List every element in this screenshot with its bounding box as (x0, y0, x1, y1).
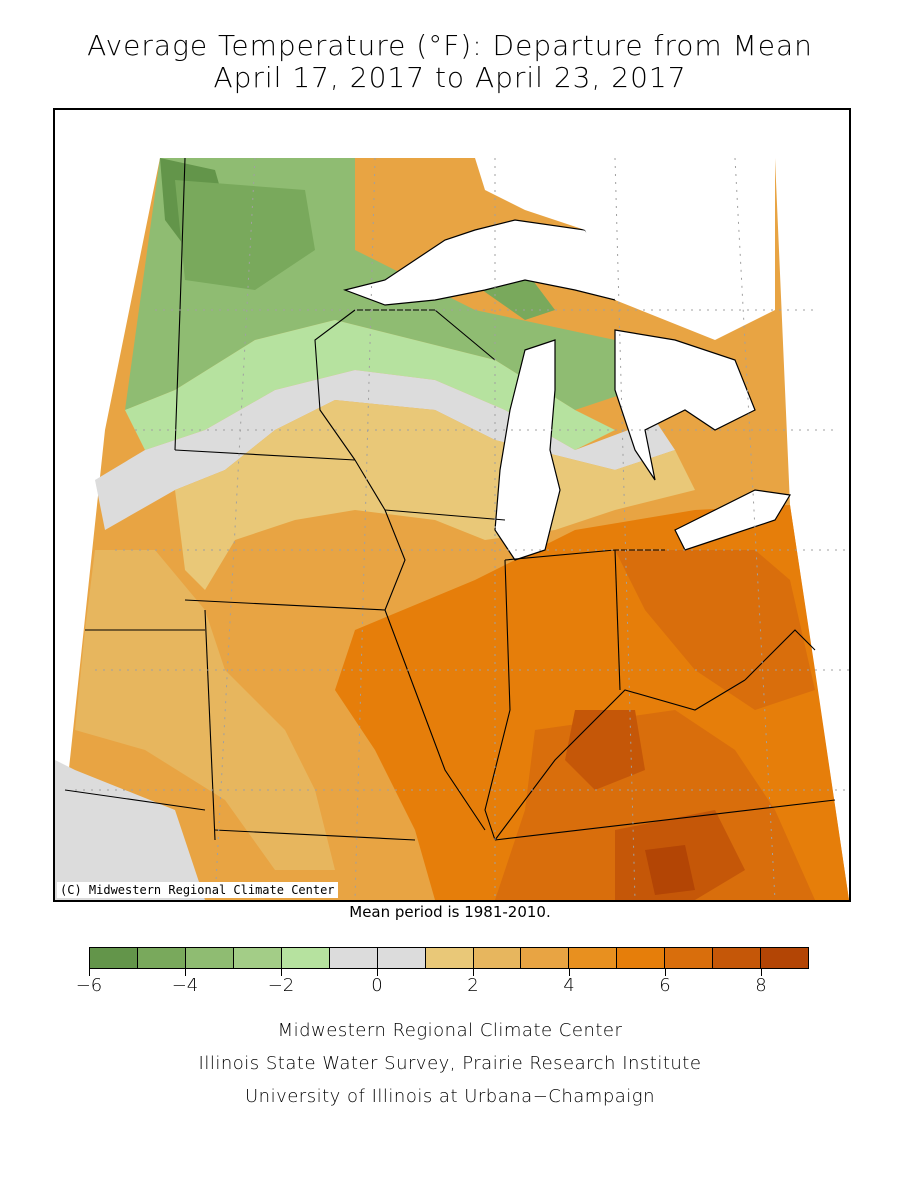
boundary-il-in (484, 559, 511, 841)
near-normal-area-south (55, 760, 205, 900)
boundary-wv (744, 629, 816, 681)
boundary-ks-ok (64, 789, 206, 811)
legend-swatch (329, 948, 378, 968)
cool-anomaly-area-mid (175, 180, 315, 290)
boundary-oh-ky (494, 679, 746, 841)
legend-tick (569, 969, 570, 976)
legend-swatch (665, 948, 714, 968)
boundary-ia-mo (184, 599, 386, 611)
northern-land-area (475, 158, 775, 340)
map-title: Average Temperature (°F): Departure from… (87, 29, 813, 62)
legend-swatch (137, 948, 186, 968)
graticule (75, 157, 849, 900)
near-normal-area (95, 370, 675, 530)
lake-michigan (494, 339, 561, 561)
credit-survey: Illinois State Water Survey, Prairie Res… (198, 1053, 702, 1074)
legend-tick-label: −4 (171, 975, 199, 996)
boundary-in-oh (614, 549, 621, 691)
legend-swatch (761, 948, 809, 968)
credit-university: University of Illinois at Urbana−Champai… (245, 1086, 655, 1107)
map-copyright: (C) Midwestern Regional Climate Center (57, 882, 338, 898)
state-boundaries (64, 157, 836, 841)
boundary-mi-in-oh (504, 549, 665, 561)
legend-swatch (90, 948, 138, 968)
weak-cool-band (125, 320, 615, 450)
legend-tick (761, 969, 762, 976)
legend-tick-label: 4 (563, 975, 575, 996)
legend-tick (89, 969, 90, 976)
legend-tick (473, 969, 474, 976)
legend-swatch (425, 948, 474, 968)
legend-tick (281, 969, 282, 976)
boundary-mn-wi (314, 309, 356, 461)
boundary-mo-ar (214, 829, 416, 841)
legend-swatch (521, 948, 570, 968)
lake-huron (614, 329, 756, 481)
legend-tick-label: 2 (467, 975, 479, 996)
boundary-ia-il (354, 459, 406, 611)
credit-organization: Midwestern Regional Climate Center (277, 1020, 623, 1041)
legend-tick-label: 6 (659, 975, 671, 996)
legend-swatch (281, 948, 330, 968)
boundary-mo-il (384, 609, 486, 831)
legend-tick-label: 8 (755, 975, 767, 996)
legend-swatch (377, 948, 426, 968)
map-panel: (C) Midwestern Regional Climate Center (53, 108, 851, 902)
legend-tick (377, 969, 378, 976)
color-legend (89, 947, 809, 969)
legend-swatch (473, 948, 522, 968)
legend-tick (185, 969, 186, 976)
boundary-mo-ks (204, 609, 216, 841)
legend-tick (665, 969, 666, 976)
legend-swatch (569, 948, 618, 968)
legend-swatch (185, 948, 234, 968)
legend-tick-label: −6 (75, 975, 103, 996)
warm-anomaly-light (175, 400, 695, 590)
boundary-ky-tn (494, 799, 836, 841)
legend-tick-label: 0 (371, 975, 383, 996)
legend-swatch (233, 948, 282, 968)
legend-tick-label: −2 (267, 975, 295, 996)
warm-anomaly-max (645, 845, 695, 895)
boundary-mn-ia (174, 449, 356, 461)
legend-swatch (617, 948, 666, 968)
warm-anomaly-stronger (615, 550, 815, 710)
temperature-departure-map (55, 157, 849, 900)
map-date-range: April 17, 2017 to April 23, 2017 (213, 61, 687, 94)
mean-period-note: Mean period is 1981-2010. (349, 903, 551, 921)
legend-swatch (713, 948, 762, 968)
boundary-wi-il (384, 509, 506, 521)
